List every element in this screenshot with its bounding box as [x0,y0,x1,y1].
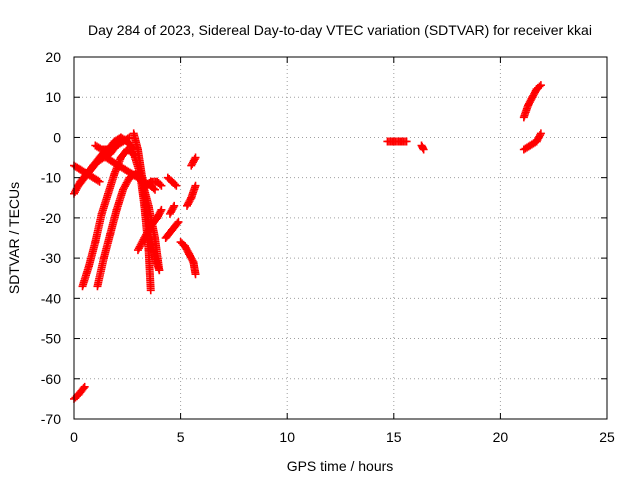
data-series [187,153,200,170]
data-point [174,217,183,226]
data-series [161,217,183,242]
data-point [170,201,179,210]
y-tick-label: -50 [41,331,61,347]
data-point [535,82,544,91]
data-point [146,286,155,295]
chart-title: Day 284 of 2023, Sidereal Day-to-day VTE… [88,22,592,38]
data-points [70,81,545,403]
data-point [79,384,88,393]
data-point [191,153,200,162]
data-point [151,185,160,194]
y-tick-label: 10 [45,89,61,105]
x-tick-label: 5 [177,429,185,445]
data-point [157,181,166,190]
y-tick-label: -70 [41,411,61,427]
data-point [170,180,179,189]
data-point [191,270,200,279]
data-series [91,133,138,154]
data-point [402,137,411,146]
data-series [383,137,411,146]
x-tick-label: 10 [279,429,295,445]
data-series [136,173,166,190]
y-tick-label: -60 [41,371,61,387]
grid [74,57,607,419]
data-point [95,177,104,186]
axis-ticks: 0 5 10 15 20 25 -70 -60 -50 -40 -30 -20 -10 0 10 20 [41,49,615,445]
y-tick-label: -20 [41,210,61,226]
data-point [156,207,165,216]
x-tick-label: 0 [70,429,78,445]
data-point [419,145,428,154]
x-axis-label: GPS time / hours [287,458,394,474]
y-axis-label: SDTVAR / TECUs [6,182,22,294]
x-tick-label: 25 [599,429,615,445]
data-series [519,81,545,122]
data-point [190,155,199,164]
plot-frame [73,56,608,420]
data-series [417,141,428,154]
data-point [155,266,164,275]
x-tick-label: 20 [493,429,509,445]
data-series [133,205,166,255]
y-tick-label: -30 [41,250,61,266]
data-series [176,238,200,279]
data-point [536,81,545,90]
data-point [149,184,158,193]
data-point [191,181,200,190]
data-point [80,382,89,391]
data-point [173,219,182,228]
data-point [93,176,102,185]
data-point [536,129,545,138]
x-tick-label: 15 [386,429,402,445]
data-point [155,180,164,189]
data-series [182,181,200,210]
data-point [169,203,178,212]
data-series [165,201,179,218]
data-point [172,181,181,190]
data-point [536,131,545,140]
y-tick-label: -10 [41,170,61,186]
data-series [163,173,181,190]
data-point [157,205,166,214]
data-series [519,129,545,154]
y-tick-label: 0 [53,129,61,145]
y-tick-label: -40 [41,290,61,306]
y-tick-label: 20 [45,49,61,65]
